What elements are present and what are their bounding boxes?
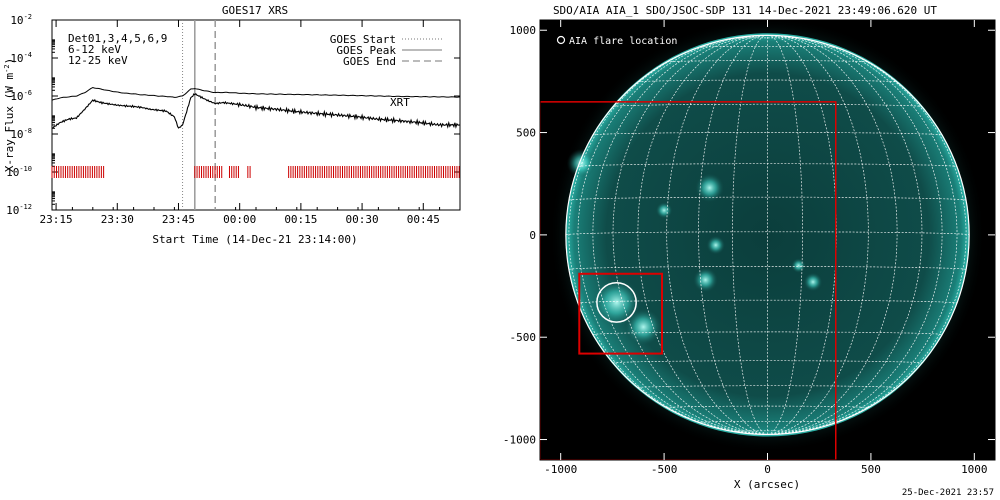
xrt-label: XRT xyxy=(390,96,410,109)
aia-x-tick-label: 500 xyxy=(861,463,881,476)
aia-x-tick-label: -1000 xyxy=(544,463,577,476)
grid-longitude-line xyxy=(767,35,958,435)
goes-y-tick-exp: -10 xyxy=(19,165,32,173)
solar-limb xyxy=(565,34,970,436)
goes-x-tick-label: 23:30 xyxy=(101,213,134,226)
goes-y-label-main: X-ray Flux (W m xyxy=(3,72,16,172)
aia-title: SDO/AIA AIA_1 SDO/JSOC-SDP 131 14-Dec-20… xyxy=(553,4,937,17)
legend-12-25kev: 12-25 keV xyxy=(68,54,128,67)
legend-goes-start: GOES Start xyxy=(330,33,396,46)
aia-y-tick-label: 0 xyxy=(529,229,536,242)
goes-y-tick-exp: -8 xyxy=(24,127,32,135)
goes-y-tick-base: 10 xyxy=(6,166,19,179)
goes-chart-title: GOES17 XRS xyxy=(222,4,288,17)
active-region-glow xyxy=(791,258,806,273)
active-region-glow xyxy=(624,308,663,346)
grid-longitude-line xyxy=(767,35,923,435)
goes-flux-line-1 xyxy=(51,92,461,129)
goes-y-tick-exp: -6 xyxy=(24,89,32,97)
goes-y-tick-label: 10-2 xyxy=(10,13,32,27)
goes-y-tick-base: 10 xyxy=(6,204,19,217)
active-region-glow xyxy=(655,202,673,219)
footer-date: 25-Dec-2021 23:57 xyxy=(901,488,994,498)
active-region-glow xyxy=(693,267,718,293)
goes-y-tick-base: 10 xyxy=(10,52,23,65)
aia-image-panel: SDO/AIA AIA_1 SDO/JSOC-SDP 131 14-Dec-20… xyxy=(503,4,996,491)
grid-latitude-line xyxy=(592,132,943,136)
aia-x-tick-label: -500 xyxy=(651,463,678,476)
goes-x-tick-label: 00:45 xyxy=(407,213,440,226)
active-region-glow xyxy=(566,148,596,178)
goes-y-label: X-ray Flux (W m-2) xyxy=(3,58,16,172)
goes-y-label-sup: -2 xyxy=(3,64,11,72)
goes-x-ticks: 23:15 23:30 23:45 00:00 00:15 00:30 00:45 xyxy=(40,20,461,226)
grid-latitude-line xyxy=(637,385,898,388)
goes-event-lines xyxy=(182,20,216,210)
flare-subfield-box xyxy=(578,272,664,355)
goes-x-label: Start Time (14-Dec-21 23:14:00) xyxy=(152,233,357,246)
grid-longitude-line xyxy=(767,36,967,435)
aia-x-tick-label: 1000 xyxy=(961,463,988,476)
active-region-glow xyxy=(695,173,725,203)
goes-y-tick-exp: -2 xyxy=(24,13,32,21)
goes-y-tick-label: 10-12 xyxy=(6,203,32,217)
goes-y-tick-exp: -12 xyxy=(19,203,32,211)
goes-y-label-close: ) xyxy=(3,58,16,65)
goes-y-tick-label: 10-4 xyxy=(10,51,32,65)
goes-x-tick-label: 00:15 xyxy=(284,213,317,226)
grid-longitude-line xyxy=(698,35,768,435)
grid-longitude-line xyxy=(767,35,943,435)
aia-x-label: X (arcsec) xyxy=(734,478,800,491)
active-regions xyxy=(566,148,823,346)
goes-y-tick-exp: -4 xyxy=(24,51,32,59)
grid-longitude-line xyxy=(637,35,768,435)
aia-flare-location-circle xyxy=(596,282,637,323)
goes-x-tick-label: 23:45 xyxy=(162,213,195,226)
grid-latitude-line xyxy=(666,60,869,63)
grid-longitude-line xyxy=(577,35,768,435)
aia-legend-label: AIA flare location xyxy=(569,36,677,47)
aia-x-ticks: -1000 -500 0 500 1000 xyxy=(544,20,988,476)
grid-latitude-line xyxy=(698,45,837,48)
grid-longitude-line xyxy=(612,35,768,435)
aia-y-tick-label: 500 xyxy=(516,127,536,140)
legend-6-12kev: 6-12 keV xyxy=(68,43,121,56)
goes-y-tick-base: 10 xyxy=(10,128,23,141)
goes-y-tick-base: 10 xyxy=(10,90,23,103)
goes-flux-line-0 xyxy=(51,86,460,101)
aia-y-tick-label: -500 xyxy=(510,331,537,344)
active-region-glow xyxy=(706,235,726,255)
grid-longitude-line xyxy=(767,35,898,435)
grid-longitude-line xyxy=(568,36,768,435)
legend-goes-peak: GOES Peak xyxy=(336,44,396,57)
goes-x-tick-label: 00:30 xyxy=(346,213,379,226)
goes-y-tick-label: 10-6 xyxy=(10,89,32,103)
xrt-fov-label: XRT FOV xyxy=(552,424,599,437)
legend-flare-circle-icon xyxy=(556,35,566,45)
goes-x-tick-label: 23:15 xyxy=(40,213,73,226)
goes-y-tick-label: 10-10 xyxy=(6,165,32,179)
active-region-glow xyxy=(591,277,642,328)
legend-goes-end: GOES End xyxy=(343,55,396,68)
active-region-glow xyxy=(803,272,823,292)
grid-latitude-line xyxy=(592,331,943,335)
grid-longitude-line xyxy=(592,35,768,435)
xrt-coverage-group xyxy=(51,166,460,178)
goes-y-tick-base: 10 xyxy=(10,14,23,27)
goes-series-group xyxy=(51,86,461,129)
legend-det: Det01,3,4,5,6,9 xyxy=(68,32,167,45)
goes-x-tick-label: 00:00 xyxy=(223,213,256,226)
aia-y-tick-label: 1000 xyxy=(510,24,537,37)
aia-y-tick-label: -1000 xyxy=(503,434,536,447)
goes-y-tick-label: 10-8 xyxy=(10,127,32,141)
aia-x-tick-label: 0 xyxy=(764,463,771,476)
aia-y-ticks: -1000 -500 0 500 1000 xyxy=(503,24,995,447)
